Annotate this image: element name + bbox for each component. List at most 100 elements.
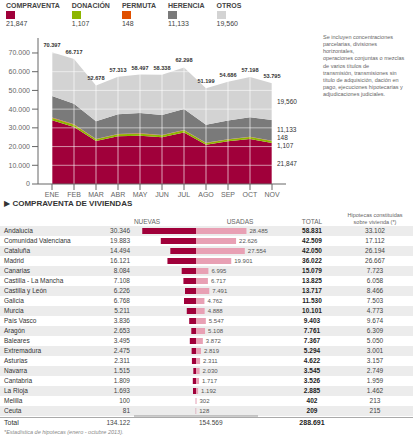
html-text:HERENCIA: HERENCIA [168, 2, 205, 9]
html-text:21,847: 21,847 [6, 20, 28, 27]
svg-text:2.819: 2.819 [204, 348, 220, 354]
svg-text:1,107: 1,107 [277, 142, 294, 149]
svg-text:JUN: JUN [155, 191, 169, 198]
html-text:6.226: 6.226 [113, 287, 130, 294]
svg-text:NOV: NOV [264, 191, 280, 198]
svg-text:27.554: 27.554 [248, 248, 267, 254]
svg-text:6.995: 6.995 [211, 268, 227, 274]
html-text:17.112: 17.112 [365, 237, 385, 244]
svg-text:22.626: 22.626 [239, 238, 258, 244]
svg-text:2.030: 2.030 [203, 368, 219, 374]
svg-text:MAR: MAR [88, 191, 104, 198]
html-text:7.108: 7.108 [113, 277, 130, 284]
svg-text:OCT: OCT [243, 191, 259, 198]
svg-text:20.000: 20.000 [9, 143, 31, 150]
html-text:7.723: 7.723 [366, 267, 384, 274]
svg-text:5.108: 5.108 [208, 328, 224, 334]
html-text:58.831: 58.831 [302, 227, 322, 234]
html-text:42.050: 42.050 [302, 247, 322, 254]
svg-text:2.311: 2.311 [203, 358, 218, 364]
svg-text:58.497: 58.497 [131, 65, 148, 71]
svg-text:4.888: 4.888 [208, 308, 224, 314]
html-text:OTROS: OTROS [216, 2, 242, 9]
svg-text:0: 0 [26, 180, 30, 187]
html-text:Cataluña: Cataluña [4, 247, 30, 254]
html-text:1,107: 1,107 [71, 20, 90, 27]
html-text:USADAS: USADAS [226, 218, 254, 225]
svg-text:4.762: 4.762 [207, 298, 223, 304]
html-text:30.346: 30.346 [110, 227, 130, 234]
html-text:36.022: 36.022 [302, 257, 322, 264]
svg-text:51.199: 51.199 [197, 78, 214, 84]
html-text:26.194: 26.194 [365, 247, 385, 254]
svg-text:7.491: 7.491 [212, 288, 228, 294]
svg-text:1.717: 1.717 [202, 378, 218, 384]
html-text:8.466: 8.466 [366, 287, 384, 294]
html-text:13.825: 13.825 [302, 277, 322, 284]
html-text:Se incluyen concentraciones pa: Se incluyen concentraciones parcelarias,… [323, 34, 405, 98]
svg-text:28.485: 28.485 [249, 228, 268, 234]
svg-text:AGO: AGO [198, 191, 214, 198]
html-text:PERMUTA: PERMUTA [121, 2, 156, 9]
svg-text:6.717: 6.717 [211, 278, 227, 284]
svg-text:11,133: 11,133 [277, 126, 297, 133]
html-text:6.768: 6.768 [113, 297, 130, 304]
svg-text:19.901: 19.901 [234, 258, 253, 264]
html-text:Comunidad Valenciana: Comunidad Valenciana [4, 237, 71, 244]
svg-text:70.397: 70.397 [43, 42, 60, 48]
html-text:14.494: 14.494 [110, 247, 130, 254]
svg-text:40.000: 40.000 [9, 106, 31, 113]
svg-text:148: 148 [277, 134, 288, 141]
html-text:19,560: 19,560 [216, 20, 238, 27]
html-text:Galicia: Galicia [4, 297, 24, 304]
svg-text:53.795: 53.795 [263, 73, 280, 79]
html-text:DONACIÓN: DONACIÓN [71, 2, 110, 9]
html-text:COMPRAVENTA: COMPRAVENTA [6, 2, 60, 9]
svg-text:MAY: MAY [133, 191, 148, 198]
svg-text:54.686: 54.686 [219, 72, 236, 78]
svg-text:SEP: SEP [221, 191, 235, 198]
svg-text:302: 302 [200, 398, 211, 404]
svg-text:128: 128 [199, 408, 210, 414]
html-text:19.883: 19.883 [110, 237, 130, 244]
svg-text:1.192: 1.192 [201, 388, 217, 394]
svg-text:21,847: 21,847 [277, 160, 297, 167]
svg-text:50.000: 50.000 [9, 87, 31, 94]
html-text:15.079: 15.079 [302, 267, 322, 274]
html-text:Castilla y León: Castilla y León [4, 287, 47, 294]
html-text:▶ COMPRAVENTA DE VIVIENDAS: ▶ COMPRAVENTA DE VIVIENDAS [4, 199, 133, 208]
svg-text:66.717: 66.717 [65, 49, 82, 55]
svg-text:57.198: 57.198 [241, 67, 258, 73]
svg-text:FEB: FEB [67, 191, 81, 198]
html-text:33.102: 33.102 [365, 227, 385, 234]
html-text:Madrid: Madrid [4, 257, 24, 264]
svg-text:5.547: 5.547 [209, 318, 225, 324]
svg-text:30.000: 30.000 [9, 124, 31, 131]
html-text:11,133: 11,133 [168, 20, 189, 27]
html-text:Castilla - La Mancha: Castilla - La Mancha [4, 277, 64, 284]
svg-text:JUL: JUL [178, 191, 191, 198]
html-text:8.084: 8.084 [113, 267, 130, 274]
html-text:13.717: 13.717 [302, 287, 322, 294]
svg-text:70.000: 70.000 [9, 49, 31, 56]
html-text:Canarias: Canarias [4, 267, 30, 274]
html-text:16.121: 16.121 [110, 257, 130, 264]
html-text:26.667: 26.667 [365, 257, 385, 264]
html-text:NUEVAS: NUEVAS [133, 218, 161, 225]
html-text:42.509: 42.509 [302, 237, 322, 244]
svg-text:58.338: 58.338 [153, 65, 170, 71]
html-text:148: 148 [121, 20, 134, 27]
html-text:TOTAL: TOTAL [301, 218, 323, 225]
svg-text:10.000: 10.000 [9, 162, 31, 169]
html-text:6.058: 6.058 [366, 277, 384, 284]
svg-text:ABR: ABR [111, 191, 125, 198]
svg-text:62.298: 62.298 [175, 57, 192, 63]
svg-text:3.872: 3.872 [206, 338, 222, 344]
svg-text:60.000: 60.000 [9, 68, 31, 75]
svg-text:57.313: 57.313 [109, 67, 126, 73]
svg-text:ENE: ENE [45, 191, 60, 198]
svg-text:19,560: 19,560 [277, 98, 297, 105]
html-text:Hipotecas constituidas sobre v: Hipotecas constituidas sobre vivienda (*… [347, 212, 403, 225]
svg-text:52.678: 52.678 [87, 75, 104, 81]
html-text:Andalucía: Andalucía [4, 227, 33, 234]
